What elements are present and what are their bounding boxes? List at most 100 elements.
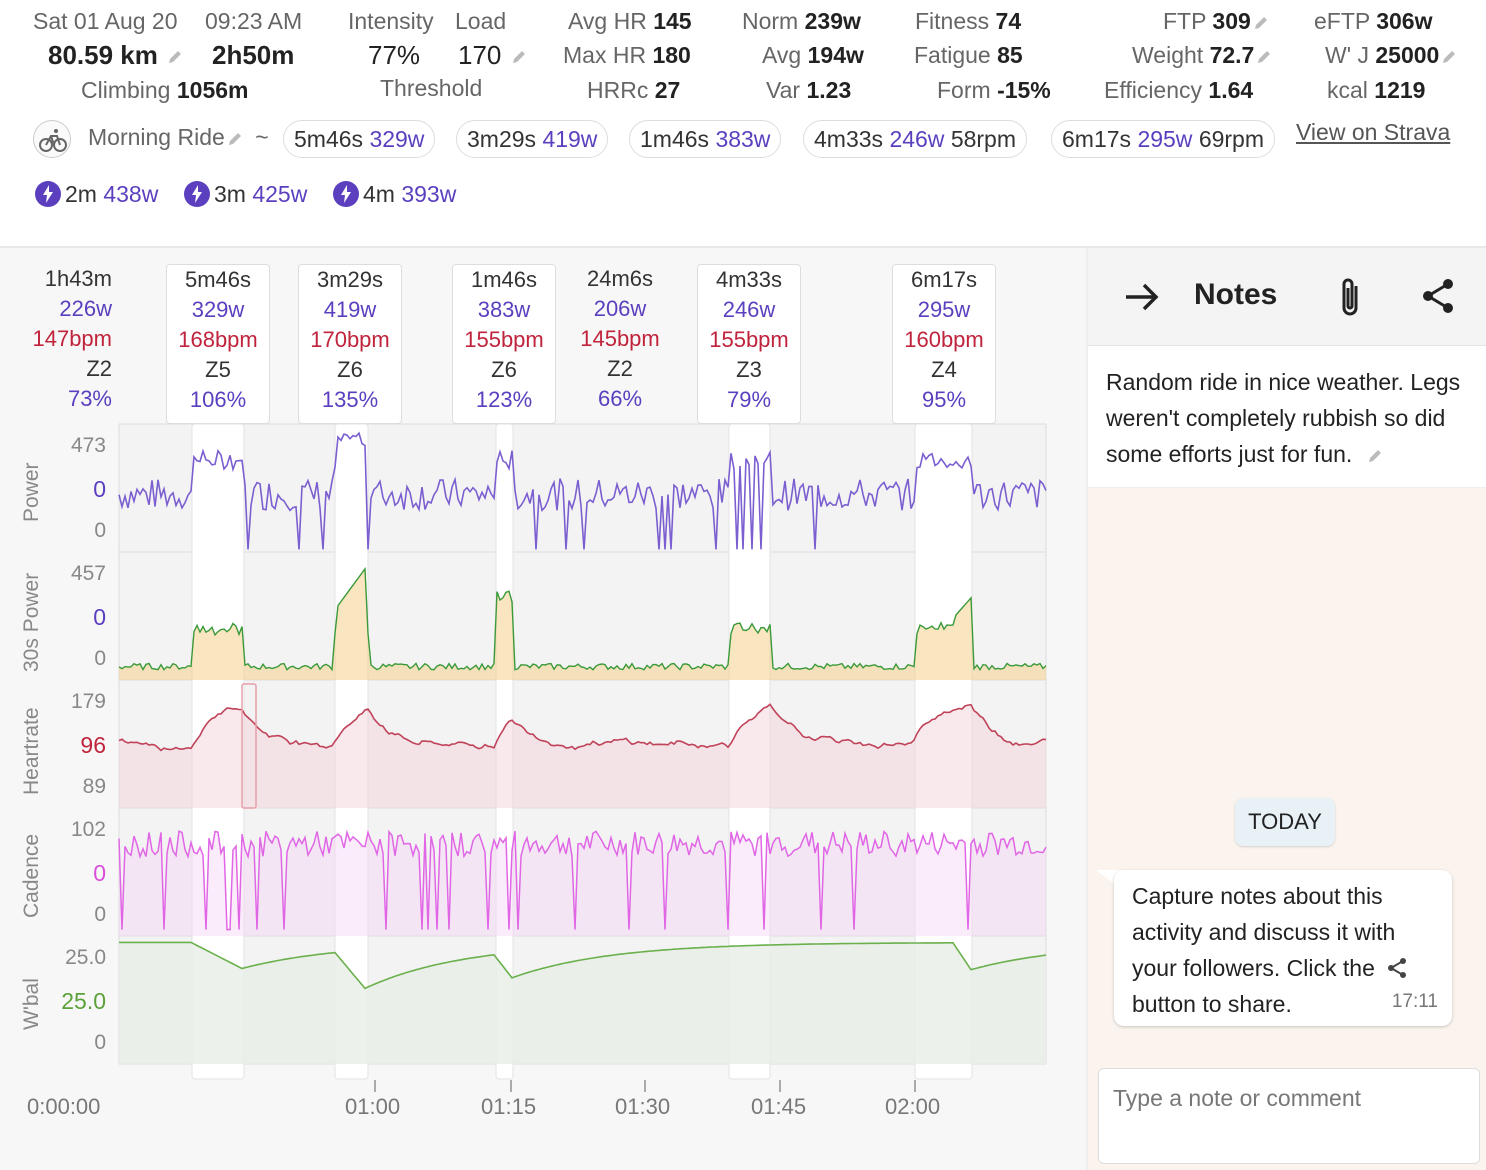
ftp-stat[interactable]: FTP 309 bbox=[1163, 8, 1269, 35]
best-effort-1[interactable]: 2m 438w bbox=[35, 181, 158, 208]
note-input[interactable] bbox=[1098, 1068, 1480, 1164]
interval-pill-2[interactable]: 3m29s 419w bbox=[456, 120, 609, 158]
edit-name-icon[interactable] bbox=[227, 131, 243, 147]
duration-value: 2h50m bbox=[212, 40, 295, 70]
hover-cursor bbox=[241, 683, 257, 809]
climbing-stat: Climbing 1056m bbox=[81, 77, 249, 103]
day-separator: TODAY bbox=[1235, 798, 1335, 846]
heartrate-area bbox=[119, 704, 1046, 808]
x-tick-start: 0:00:00 bbox=[27, 1094, 101, 1119]
efficiency-stat: Efficiency 1.64 bbox=[1104, 77, 1254, 103]
hrrc-stat: HRRc 27 bbox=[587, 77, 681, 103]
fitness-stat: Fitness 74 bbox=[915, 8, 1022, 34]
collapse-arrow-icon[interactable] bbox=[1124, 280, 1160, 314]
load-value[interactable]: 170 bbox=[458, 40, 527, 71]
eftp-stat: eFTP 306w bbox=[1314, 8, 1433, 34]
cadence-max-tick: 102 bbox=[70, 818, 106, 841]
wprime-stat[interactable]: W' J 25000 bbox=[1325, 42, 1457, 69]
distance-value[interactable]: 80.59 km bbox=[48, 40, 183, 71]
heartrate-line bbox=[118, 703, 1047, 752]
bolt-icon bbox=[333, 181, 359, 207]
bolt-icon bbox=[184, 181, 210, 207]
power-axis-title: Power bbox=[20, 462, 43, 522]
power30-line bbox=[118, 566, 1047, 672]
attachment-icon[interactable] bbox=[1336, 274, 1364, 320]
ride-name[interactable]: Morning Ride ~ bbox=[88, 124, 269, 150]
wbal-area bbox=[119, 942, 1046, 1064]
wbal-max-tick: 25.0 bbox=[65, 946, 106, 969]
power-cursor-tick: 0 bbox=[93, 476, 106, 502]
x-tick-0145: 01:45 bbox=[751, 1094, 807, 1119]
edit-weight-icon[interactable] bbox=[1256, 49, 1272, 65]
power30-panel bbox=[118, 551, 1047, 681]
activity-graphs[interactable] bbox=[0, 0, 1086, 1170]
cadence-min-tick: 0 bbox=[94, 903, 106, 926]
power30-min-tick: 0 bbox=[94, 647, 106, 670]
power30-cursor-tick: 0 bbox=[93, 604, 106, 630]
interval-pill-3[interactable]: 1m46s 383w bbox=[629, 120, 782, 158]
avg-power-stat: Avg 194w bbox=[762, 42, 864, 68]
note-message: Capture notes about this activity and di… bbox=[1114, 870, 1452, 1026]
power-line bbox=[118, 431, 1047, 550]
segment-summary-1[interactable]: 1h43m 226w 147bpm Z2 73% bbox=[32, 266, 112, 411]
power30-axis-title: 30s Power bbox=[20, 572, 43, 672]
activity-description[interactable]: Random ride in nice weather. Legs weren'… bbox=[1088, 346, 1486, 488]
intensity-value: 77% bbox=[368, 40, 421, 70]
segment-summary-6[interactable]: 4m33s 246w 155bpm Z3 79% bbox=[697, 264, 801, 424]
best-effort-2[interactable]: 3m 425w bbox=[184, 181, 307, 208]
x-tick-0130: 01:30 bbox=[615, 1094, 671, 1119]
cadence-line bbox=[118, 829, 1047, 931]
share-icon[interactable] bbox=[1418, 276, 1458, 316]
wbal-axis-title: W'bal bbox=[20, 978, 43, 1030]
heartrate-cursor-tick: 96 bbox=[80, 732, 106, 758]
activity-date: Sat 01 Aug 20 bbox=[33, 8, 178, 34]
heartrate-min-tick: 89 bbox=[82, 775, 106, 798]
edit-wprime-icon[interactable] bbox=[1441, 49, 1457, 65]
heartrate-axis-title: Heartrate bbox=[20, 707, 43, 795]
interval-pill-4[interactable]: 4m33s 246w 58rpm bbox=[803, 120, 1028, 158]
x-tick-0115: 01:15 bbox=[481, 1094, 537, 1119]
power-min-tick: 0 bbox=[94, 519, 106, 542]
max-hr-stat: Max HR 180 bbox=[563, 42, 691, 68]
notes-panel: Notes Random ride in nice weather. Legs … bbox=[1086, 248, 1486, 1170]
cadence-panel bbox=[118, 807, 1047, 937]
edit-distance-icon[interactable] bbox=[167, 49, 183, 65]
power30-area bbox=[119, 568, 1046, 680]
wbal-min-tick: 0 bbox=[94, 1031, 106, 1054]
edit-description-icon[interactable] bbox=[1367, 448, 1383, 464]
x-tick-0200: 02:00 bbox=[885, 1094, 941, 1119]
cadence-axis-title: Cadence bbox=[20, 833, 43, 918]
best-effort-3[interactable]: 4m 393w bbox=[333, 181, 456, 208]
edit-load-icon[interactable] bbox=[511, 49, 527, 65]
x-tick-0100: 01:00 bbox=[345, 1094, 401, 1119]
segment-summary-5[interactable]: 24m6s 206w 145bpm Z2 66% bbox=[580, 266, 660, 411]
cadence-cursor-tick: 0 bbox=[93, 860, 106, 886]
segment-summary-4[interactable]: 1m46s 383w 155bpm Z6 123% bbox=[452, 264, 556, 424]
form-stat: Form -15% bbox=[937, 77, 1051, 103]
notes-header: Notes bbox=[1088, 248, 1486, 346]
norm-power-stat: Norm 239w bbox=[742, 8, 861, 34]
share-icon bbox=[1388, 958, 1407, 978]
segment-summary-3[interactable]: 3m29s 419w 170bpm Z6 135% bbox=[298, 264, 402, 424]
threshold-label: Threshold bbox=[380, 75, 483, 101]
variability-stat: Var 1.23 bbox=[766, 77, 852, 103]
kcal-stat: kcal 1219 bbox=[1327, 77, 1426, 103]
wbal-line bbox=[119, 941, 1047, 990]
segment-summary-7[interactable]: 6m17s 295w 160bpm Z4 95% bbox=[892, 264, 996, 424]
bolt-icon bbox=[35, 181, 61, 207]
activity-time: 09:23 AM bbox=[205, 8, 303, 34]
power-max-tick: 473 bbox=[70, 434, 106, 457]
power30-max-tick: 457 bbox=[70, 562, 106, 585]
header-divider bbox=[0, 246, 1486, 248]
interval-pill-5[interactable]: 6m17s 295w 69rpm bbox=[1051, 120, 1276, 158]
load-label: Load bbox=[455, 8, 507, 34]
view-on-strava-link[interactable]: View on Strava bbox=[1296, 119, 1451, 145]
interval-pill-1[interactable]: 5m46s 329w bbox=[283, 120, 436, 158]
wbal-cursor-tick: 25.0 bbox=[61, 988, 106, 1014]
edit-ftp-icon[interactable] bbox=[1253, 15, 1269, 31]
intensity-label: Intensity bbox=[348, 8, 434, 34]
notes-title: Notes bbox=[1194, 278, 1278, 311]
fatigue-stat: Fatigue 85 bbox=[914, 42, 1023, 68]
message-time: 17:11 bbox=[1391, 991, 1438, 1012]
weight-stat[interactable]: Weight 72.7 bbox=[1132, 42, 1272, 69]
